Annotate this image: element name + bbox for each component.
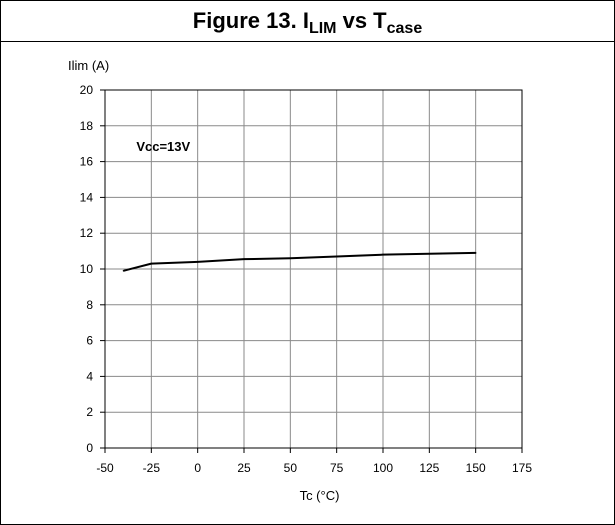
y-axis-label: Ilim (A) [68,58,109,73]
title-mid: vs T [336,8,387,33]
x-axis-label: Tc (°C) [300,488,340,503]
x-tick-label: 50 [284,461,298,475]
data-point [243,258,245,260]
x-tick-label: 125 [419,461,439,475]
x-tick-label: 150 [466,461,486,475]
condition-annotation: Vcc=13V [136,139,190,154]
y-tick-label: 2 [86,405,93,419]
figure-title: Figure 13. ILIM vs Tcase [192,8,423,37]
x-tick-label: 100 [373,461,393,475]
x-tick-label: -50 [96,461,114,475]
y-tick-label: 6 [86,334,93,348]
x-tick-label: 75 [330,461,344,475]
data-point [335,255,338,258]
x-tick-label: -25 [143,461,161,475]
data-point [474,252,477,254]
y-tick-label: 8 [86,298,93,312]
title-prefix: Figure 13. I [192,8,309,33]
y-tick-label: 10 [80,262,94,276]
y-tick-label: 14 [80,190,94,204]
series-line [123,251,476,272]
data-point [150,262,153,265]
y-tick-label: 0 [86,441,93,455]
series-layer [122,251,477,272]
y-tick-label: 16 [80,155,94,169]
data-point [122,269,125,272]
y-tick-label: 18 [80,119,94,133]
title-subscript-case: case [386,20,423,37]
y-tick-label: 4 [86,369,93,383]
x-tick-label: 25 [237,461,251,475]
text-layer: -50 -25 0 25 50 75 100 125 150 175 0 2 4 6 8 10 12 14 16 18… [68,58,532,503]
figure-title-band: Figure 13. ILIM vs Tcase [1,1,614,42]
x-tick-label: 0 [194,461,201,475]
y-tick-label: 20 [80,83,94,97]
data-point [289,257,292,260]
title-subscript-lim: LIM [308,20,337,37]
grid-layer [105,90,522,448]
data-point [382,253,384,256]
y-tick-label: 12 [80,226,94,240]
axis-layer [100,89,523,453]
x-tick-label: 175 [512,461,532,475]
data-point [196,261,199,263]
data-point [428,252,431,255]
